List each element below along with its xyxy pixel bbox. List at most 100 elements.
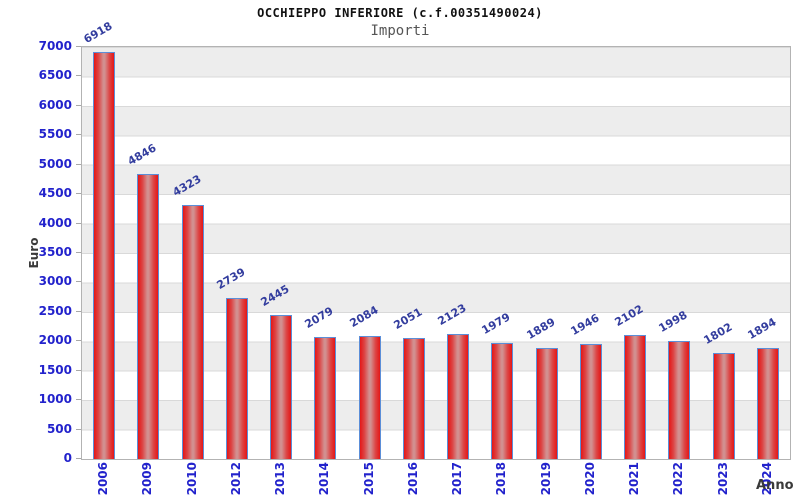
- y-tick-mark: [76, 75, 81, 77]
- y-tick-mark: [76, 340, 81, 342]
- y-tick-mark: [76, 193, 81, 195]
- x-slot: 2014: [302, 462, 346, 500]
- bar-slot: 6918: [82, 19, 126, 459]
- x-slot: 2012: [214, 462, 258, 500]
- bar-slot: 2079: [303, 47, 347, 459]
- x-tick-label: 2014: [317, 462, 332, 496]
- x-tick-label: 2010: [184, 462, 199, 496]
- y-tick-mark: [76, 104, 81, 106]
- y-tick-label: 4000: [38, 215, 72, 230]
- x-tick-label: 2018: [494, 462, 509, 496]
- x-tick-label: 2021: [627, 462, 642, 496]
- bar: [668, 341, 691, 459]
- bar: [491, 342, 514, 459]
- x-slot: 2010: [170, 462, 214, 500]
- bar-slot: 2102: [613, 47, 657, 459]
- chart-title: OCCHIEPPO INFERIORE (c.f.00351490024): [257, 6, 543, 20]
- y-tick-mark: [76, 458, 81, 459]
- x-tick-label: 2012: [228, 462, 243, 496]
- bar: [225, 297, 248, 459]
- bar-value-label: 1979: [479, 309, 513, 337]
- bar-value-label: 1802: [701, 320, 735, 347]
- y-tick-mark: [76, 369, 81, 371]
- bar-slot: 1998: [657, 47, 701, 459]
- y-tick-label: 7000: [38, 39, 72, 53]
- bar: [270, 315, 293, 459]
- y-tick-label: 1500: [38, 362, 72, 377]
- bar-slot: 2051: [391, 47, 436, 459]
- y-tick-label: 3500: [38, 245, 72, 259]
- y-tick-mark: [76, 163, 81, 165]
- bar-slot: 4846: [126, 47, 170, 459]
- bar: [712, 352, 735, 459]
- y-tick-mark: [76, 428, 81, 430]
- x-tick-label: 2020: [582, 462, 597, 496]
- bar: [137, 173, 160, 459]
- x-slot: 2017: [435, 462, 479, 500]
- x-tick-label: 2006: [96, 462, 111, 496]
- x-slot: 2022: [656, 462, 700, 500]
- y-tick-label: 3000: [38, 274, 72, 289]
- bar: [93, 51, 116, 459]
- bar-value-label: 2051: [391, 305, 425, 333]
- bar-slot: 4323: [170, 47, 215, 459]
- y-tick-label: 5000: [38, 156, 72, 171]
- y-tick-label: 4500: [38, 186, 72, 201]
- y-tick-mark: [76, 399, 81, 401]
- y-tick-mark: [76, 281, 81, 283]
- bar-slot: 1802: [701, 47, 746, 459]
- x-slot: 2006: [81, 462, 125, 500]
- bar: [314, 336, 337, 459]
- bar-value-label: 2102: [612, 302, 646, 330]
- x-axis-title: Anno: [756, 478, 794, 493]
- x-tick-label: 2015: [361, 462, 376, 496]
- plot-area: 6918 4846 4323 2739 2445 2079 2084 2051 2123 1979…: [81, 19, 791, 460]
- y-tick-label: 500: [46, 421, 72, 436]
- bar: [447, 334, 470, 459]
- x-slot: 2015: [347, 462, 391, 500]
- bar: [402, 338, 425, 459]
- y-tick-label: 1000: [38, 392, 72, 407]
- bar-value-label: 1889: [524, 315, 558, 342]
- y-tick-label: 6500: [38, 68, 72, 83]
- bar-value-label: 2445: [258, 282, 292, 310]
- x-slot: 2021: [612, 462, 656, 500]
- y-tick-mark: [76, 46, 81, 47]
- y-tick-label: 6000: [38, 97, 72, 112]
- bar-slot: 1894: [745, 47, 790, 459]
- bar-value-label: 2739: [214, 265, 248, 292]
- y-tick-label: 2000: [38, 333, 72, 348]
- x-tick-label: 2009: [140, 462, 155, 496]
- x-slot: 2013: [258, 462, 302, 500]
- x-tick-label: 2016: [405, 462, 420, 496]
- x-slot: 2020: [568, 462, 612, 500]
- x-slot: 2016: [391, 462, 435, 500]
- y-tick-label: 0: [63, 451, 72, 465]
- bar: [624, 335, 647, 459]
- x-slot: 2019: [524, 462, 568, 500]
- y-tick-mark: [76, 134, 81, 136]
- x-tick-label: 2017: [450, 462, 465, 496]
- bar-slot: 1946: [568, 47, 613, 459]
- bar: [535, 347, 558, 459]
- y-tick-mark: [76, 310, 81, 312]
- bar-slot: 2084: [347, 47, 392, 459]
- y-tick-mark: [76, 252, 81, 253]
- bar-slot: 2123: [436, 47, 480, 459]
- y-tick-label: 2500: [38, 303, 72, 318]
- x-axis-labels: 2006 2009 2010 2012 2013 2014 2015 2016 2017 2018…: [81, 462, 789, 500]
- bar-value-label: 2123: [435, 301, 469, 329]
- chart-subtitle: Importi: [370, 23, 430, 39]
- x-tick-label: 2023: [715, 462, 730, 496]
- x-slot: 2018: [479, 462, 523, 500]
- bar: [181, 204, 204, 459]
- y-tick-label: 5500: [38, 127, 72, 142]
- bar-slot: 1889: [524, 47, 569, 459]
- bar-slot: 1979: [480, 47, 524, 459]
- bar-value-label: 1998: [656, 308, 690, 336]
- bar-value-label: 2079: [302, 304, 336, 331]
- bar-value-label: 4323: [170, 171, 204, 199]
- y-tick-mark: [76, 222, 81, 224]
- bar: [358, 336, 381, 459]
